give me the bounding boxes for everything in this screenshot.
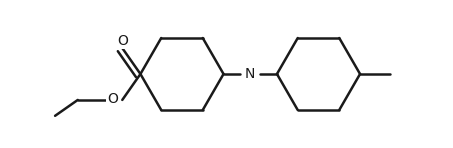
- Text: O: O: [107, 92, 118, 106]
- Text: N: N: [245, 67, 255, 81]
- Text: O: O: [117, 34, 128, 48]
